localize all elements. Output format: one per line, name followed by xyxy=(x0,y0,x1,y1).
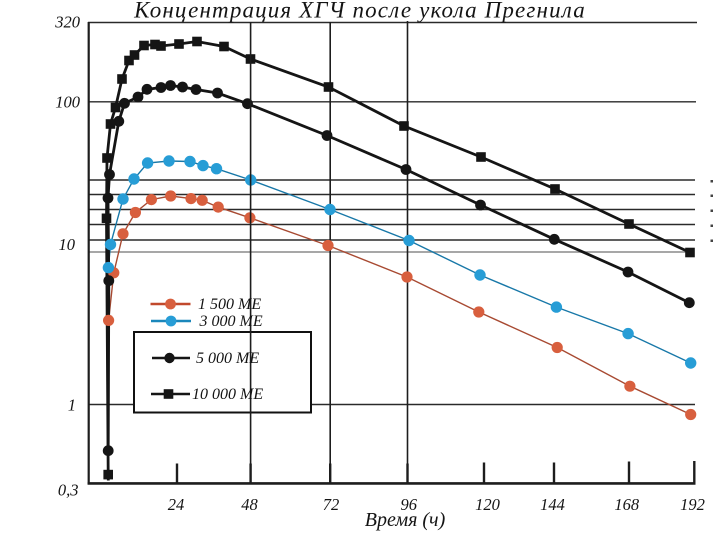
svg-text:168: 168 xyxy=(614,495,640,514)
svg-text:100: 100 xyxy=(55,93,81,112)
svg-text:Время (ч): Время (ч) xyxy=(365,509,446,531)
svg-text:1 500 МЕ: 1 500 МЕ xyxy=(198,296,261,313)
svg-text:10: 10 xyxy=(59,235,76,254)
svg-text:24: 24 xyxy=(168,495,185,514)
svg-text:Концентрация ХГЧ после укола П: Концентрация ХГЧ после укола Прегнила xyxy=(133,0,586,23)
svg-text:120: 120 xyxy=(475,495,501,514)
svg-text:48: 48 xyxy=(241,495,258,514)
svg-text:10 000 МЕ: 10 000 МЕ xyxy=(192,386,263,403)
svg-text:1: 1 xyxy=(68,396,76,415)
svg-text:144: 144 xyxy=(540,495,565,514)
svg-text:96: 96 xyxy=(400,495,417,514)
svg-text:192: 192 xyxy=(680,495,705,514)
svg-text:3 000 МЕ: 3 000 МЕ xyxy=(199,313,263,330)
svg-text:72: 72 xyxy=(323,495,340,514)
svg-text:0,3: 0,3 xyxy=(58,481,79,500)
svg-text:5 000 МЕ: 5 000 МЕ xyxy=(196,350,259,367)
svg-text:320: 320 xyxy=(54,13,81,32)
